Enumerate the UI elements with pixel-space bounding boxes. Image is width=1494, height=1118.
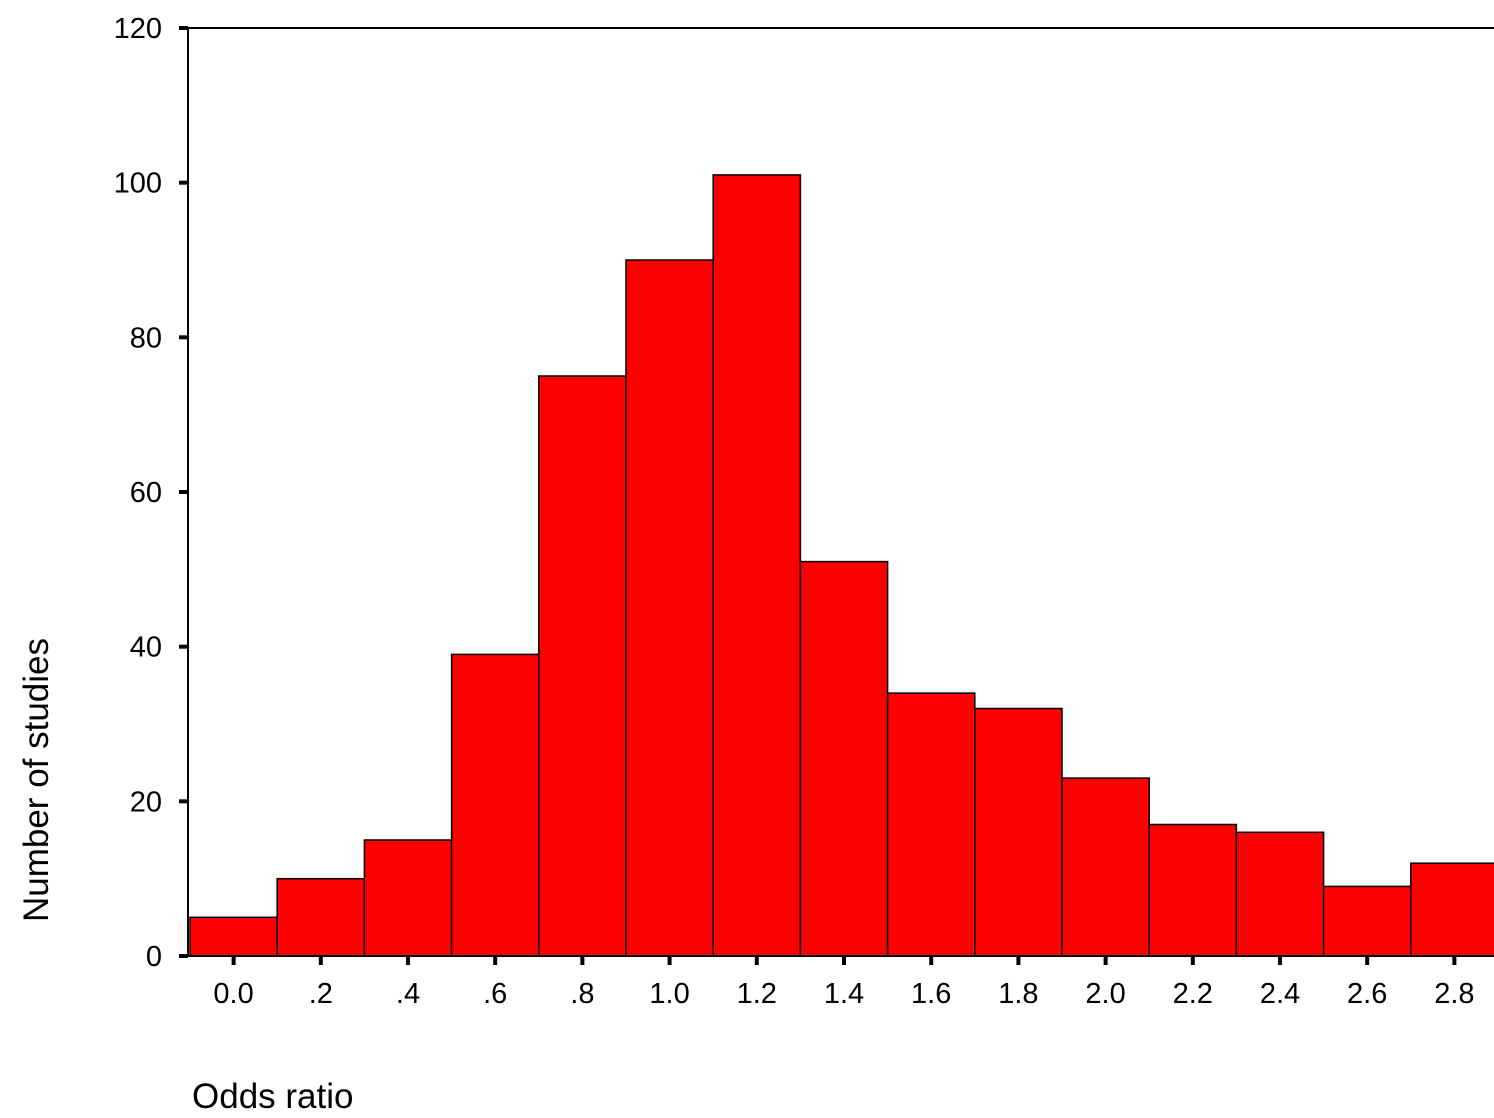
- x-tick-label: .2: [309, 978, 333, 1010]
- x-tick-label: 0.0: [213, 978, 253, 1010]
- x-tick-label: .4: [396, 978, 420, 1010]
- y-tick-label: 120: [114, 13, 162, 45]
- histogram-bar: [1322, 885, 1412, 957]
- y-tick-label: 20: [130, 786, 162, 818]
- x-axis-title: Odds ratio: [192, 1077, 353, 1116]
- y-tick-label: 0: [146, 941, 162, 973]
- histogram-bar: [276, 877, 366, 957]
- x-tick-label: 1.4: [824, 978, 864, 1010]
- histogram-bar: [538, 375, 627, 957]
- histogram-bar: [450, 653, 540, 957]
- x-tick-label: .8: [570, 978, 594, 1010]
- histogram-bar: [974, 707, 1063, 957]
- x-tick-label: .6: [483, 978, 507, 1010]
- histogram-bar: [799, 560, 889, 957]
- x-tick-label: 2.0: [1085, 978, 1125, 1010]
- x-tick-label: 2.8: [1434, 978, 1474, 1010]
- x-ticks-group: 0.0 .2 .4 .6 .8 1.0 1.2 1.4 1.6 1.8 2.0 2.2 2.4 2.6 2.…: [213, 956, 1475, 1010]
- histogram-bar: [1410, 862, 1494, 957]
- histogram-bar: [1148, 823, 1238, 957]
- histogram-bar: [1061, 777, 1150, 957]
- histogram-bar: [886, 692, 976, 957]
- x-tick-label: 1.2: [737, 978, 777, 1010]
- histogram-bar: [189, 916, 278, 957]
- x-tick-label: 1.0: [649, 978, 689, 1010]
- histogram-bar: [363, 839, 453, 957]
- y-tick-label: 80: [130, 322, 162, 354]
- bars-group: [189, 174, 1494, 957]
- histogram-bar: [1235, 831, 1325, 957]
- y-tick-label: 40: [130, 632, 162, 664]
- y-axis-title: Number of studies: [17, 638, 56, 922]
- y-tick-label: 100: [114, 168, 162, 200]
- y-tick-label: 60: [130, 477, 162, 509]
- x-tick-label: 2.6: [1347, 978, 1387, 1010]
- x-tick-label: 1.6: [911, 978, 951, 1010]
- x-tick-label: 1.8: [998, 978, 1038, 1010]
- y-ticks-group: 0 20 40 60 80 100 120: [114, 13, 188, 973]
- x-tick-label: 2.4: [1260, 978, 1300, 1010]
- histogram-bar: [625, 259, 714, 957]
- histogram-bar: [712, 174, 802, 957]
- x-tick-label: 2.2: [1173, 978, 1213, 1010]
